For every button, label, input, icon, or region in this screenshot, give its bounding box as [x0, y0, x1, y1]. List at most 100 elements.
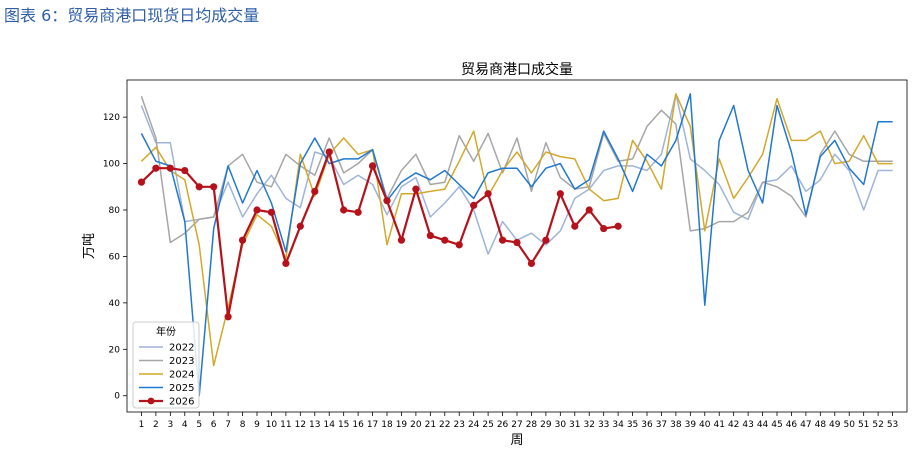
x-tick-label: 48: [815, 420, 827, 430]
x-tick-label: 37: [656, 420, 667, 430]
x-tick-label: 52: [872, 420, 883, 430]
data-point-2026: [354, 208, 362, 216]
data-point-2026: [282, 259, 290, 268]
x-tick-label: 51: [858, 420, 869, 430]
data-point-2026: [340, 206, 348, 214]
data-point-2026: [585, 206, 593, 214]
x-tick-label: 41: [713, 420, 724, 430]
data-point-2026: [311, 187, 319, 196]
data-point-2026: [296, 222, 304, 230]
data-point-2026: [137, 178, 146, 186]
y-tick-label: 120: [103, 113, 120, 123]
x-tick-label: 25: [482, 420, 493, 430]
data-point-2026: [224, 313, 232, 321]
data-point-2026: [455, 241, 463, 249]
x-tick-label: 27: [511, 420, 522, 430]
data-point-2026: [267, 208, 276, 216]
x-tick-label: 9: [254, 420, 260, 430]
x-axis: 1 2 3 4 5 6 7 8 9 10 11 12 13 14 15 16 17 18 19 20 21 22 23 24 2…: [139, 412, 898, 430]
x-tick-label: 11: [280, 420, 291, 430]
series-line-2026: [140, 150, 619, 318]
y-axis-label: 万吨: [82, 233, 97, 259]
data-point-2026: [152, 164, 160, 172]
legend-marker-2026: [147, 397, 155, 405]
x-tick-label: 17: [367, 420, 378, 430]
data-point-2026: [484, 190, 492, 198]
y-tick-label: 0: [114, 392, 120, 402]
figure-caption: 图表 6：贸易商港口现货日均成交量: [4, 6, 260, 25]
x-tick-label: 30: [555, 420, 567, 430]
series-line-2024: [140, 93, 893, 367]
x-tick-label: 18: [381, 420, 393, 430]
x-tick-label: 19: [396, 420, 408, 430]
x-tick-label: 13: [309, 420, 320, 430]
legend-title: 年份: [156, 325, 176, 338]
x-tick-label: 33: [598, 420, 609, 430]
x-tick-label: 3: [167, 420, 173, 430]
x-tick-label: 32: [583, 420, 594, 430]
data-point-2026: [513, 238, 521, 247]
y-tick-label: 60: [109, 252, 121, 262]
data-point-2026: [397, 236, 406, 244]
x-tick-label: 24: [468, 420, 480, 430]
data-point-2026: [614, 222, 622, 230]
series-line-2023: [140, 96, 893, 244]
x-tick-label: 34: [612, 420, 624, 430]
data-point-2026: [238, 236, 247, 244]
data-point-2026: [556, 190, 564, 198]
x-tick-label: 6: [211, 420, 217, 430]
x-tick-label: 12: [295, 420, 306, 430]
x-tick-label: 46: [786, 420, 798, 430]
x-axis-label: 周: [510, 433, 523, 448]
data-point-2026: [195, 183, 203, 191]
data-point-2026: [383, 197, 391, 205]
data-point-2026: [166, 164, 174, 172]
data-point-2026: [498, 236, 507, 244]
x-tick-label: 45: [771, 420, 782, 430]
x-tick-label: 20: [410, 420, 422, 430]
data-point-2026: [368, 162, 377, 170]
legend-label-2025: 2025: [169, 383, 194, 394]
x-tick-label: 22: [439, 420, 450, 430]
x-tick-label: 15: [338, 420, 349, 430]
legend-label-2026: 2026: [169, 397, 194, 408]
x-tick-label: 39: [685, 420, 697, 430]
x-tick-label: 14: [323, 420, 335, 430]
x-tick-label: 43: [742, 420, 753, 430]
y-tick-label: 80: [109, 206, 121, 216]
x-tick-label: 38: [670, 420, 682, 430]
x-tick-label: 49: [829, 420, 841, 430]
x-tick-label: 53: [887, 420, 898, 430]
x-tick-label: 26: [497, 420, 509, 430]
data-point-2026: [571, 222, 579, 230]
x-tick-label: 4: [182, 420, 188, 430]
x-tick-label: 42: [728, 420, 739, 430]
chart-title: 贸易商港口成交量: [461, 61, 573, 78]
legend: 年份 2022 2023 2024 2025 2026: [132, 321, 200, 409]
x-tick-label: 28: [526, 420, 538, 430]
data-point-2026: [542, 236, 550, 244]
y-tick-label: 20: [109, 345, 121, 355]
series-line-2022: [140, 93, 893, 255]
data-point-2026: [527, 259, 536, 268]
series-layer: [137, 93, 893, 397]
x-tick-label: 50: [843, 420, 855, 430]
data-point-2026: [253, 206, 261, 214]
x-tick-label: 31: [569, 420, 580, 430]
data-point-2026: [181, 166, 189, 175]
x-tick-label: 23: [453, 420, 464, 430]
data-point-2026: [210, 183, 218, 191]
x-tick-label: 5: [196, 420, 202, 430]
x-tick-label: 35: [627, 420, 638, 430]
x-tick-label: 2: [153, 420, 159, 430]
data-point-2026: [426, 231, 434, 240]
legend-label-2024: 2024: [169, 370, 194, 381]
x-tick-label: 40: [699, 420, 711, 430]
y-tick-label: 100: [103, 160, 120, 170]
data-point-2026: [600, 224, 608, 233]
x-tick-label: 47: [800, 420, 811, 430]
legend-label-2022: 2022: [169, 343, 194, 354]
y-axis: 0 20 40 60 80 100 120: [103, 113, 127, 402]
x-tick-label: 16: [352, 420, 364, 430]
